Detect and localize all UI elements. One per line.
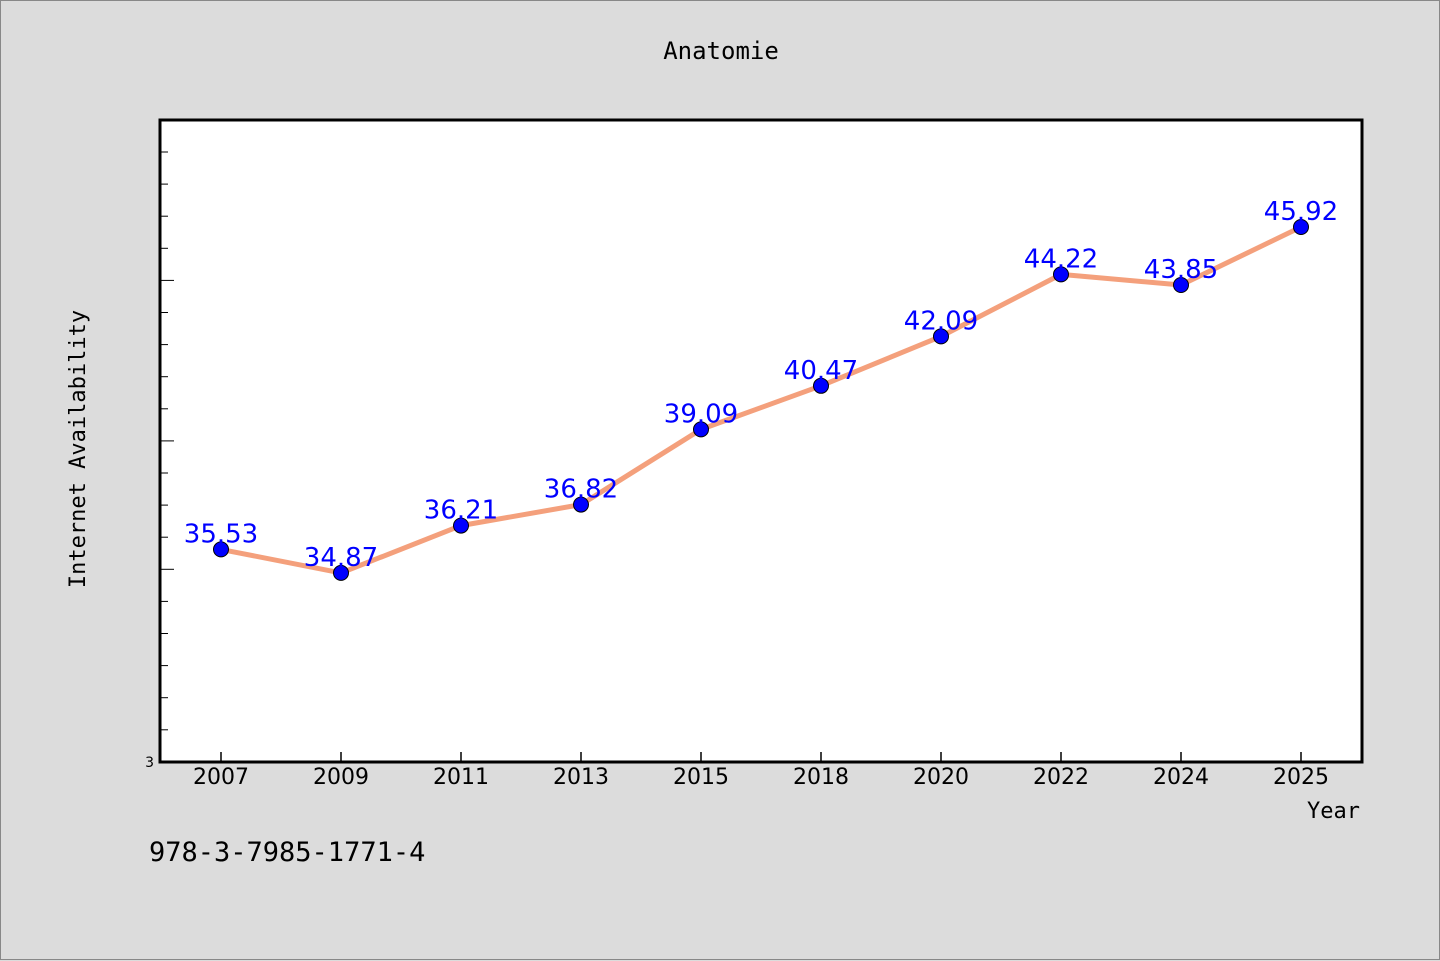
data-label: 44.22 — [1024, 244, 1098, 274]
data-label: 42.09 — [904, 306, 978, 336]
data-point — [1053, 266, 1069, 283]
data-point — [213, 541, 229, 558]
data-label: 40.47 — [784, 356, 858, 386]
data-label: 45.92 — [1264, 197, 1338, 227]
x-tick-label: 2025 — [1273, 765, 1329, 790]
x-tick-label: 2007 — [193, 765, 249, 790]
x-tick-label: 2022 — [1033, 765, 1089, 790]
data-point — [333, 564, 349, 581]
y-axis-label: Internet Availability — [66, 310, 91, 588]
data-labels: 35.53 34.87 36.21 36.82 39.09 40.47 42.09 44.22… — [184, 197, 1338, 573]
data-label: 39.09 — [664, 399, 738, 429]
x-tick-label: 2013 — [553, 765, 609, 790]
x-axis-label: Year — [1307, 799, 1360, 824]
x-tick-label: 2018 — [793, 765, 849, 790]
data-point — [453, 517, 469, 534]
series-line — [220, 224, 1303, 576]
data-point — [1173, 277, 1189, 293]
data-point — [1293, 219, 1309, 235]
data-label: 36.21 — [424, 496, 498, 526]
data-point — [933, 328, 949, 345]
x-tick-label: 2024 — [1153, 765, 1209, 790]
x-tick-label: 2011 — [433, 765, 489, 790]
y-tick-label: 3 — [145, 755, 154, 771]
data-point — [573, 496, 589, 513]
data-label: 36.82 — [544, 475, 618, 505]
x-tick-label: 2020 — [913, 765, 969, 790]
x-axis-ticks: 2007 2009 2011 2013 2015 2018 2020 2022 2024 2025 — [193, 752, 1329, 790]
y-axis-ticks: 3 — [145, 151, 174, 771]
data-point — [693, 421, 709, 438]
x-tick-label: 2009 — [313, 765, 369, 790]
data-point — [813, 377, 829, 394]
chart-title: Anatomie — [663, 37, 779, 65]
series-group — [213, 219, 1309, 581]
data-label: 43.85 — [1144, 255, 1218, 285]
x-tick-label: 2015 — [673, 765, 729, 790]
data-label: 34.87 — [304, 543, 378, 573]
footer-code: 978-3-7985-1771-4 — [149, 837, 426, 868]
plot-area — [158, 118, 1364, 764]
data-label: 35.53 — [184, 519, 258, 549]
